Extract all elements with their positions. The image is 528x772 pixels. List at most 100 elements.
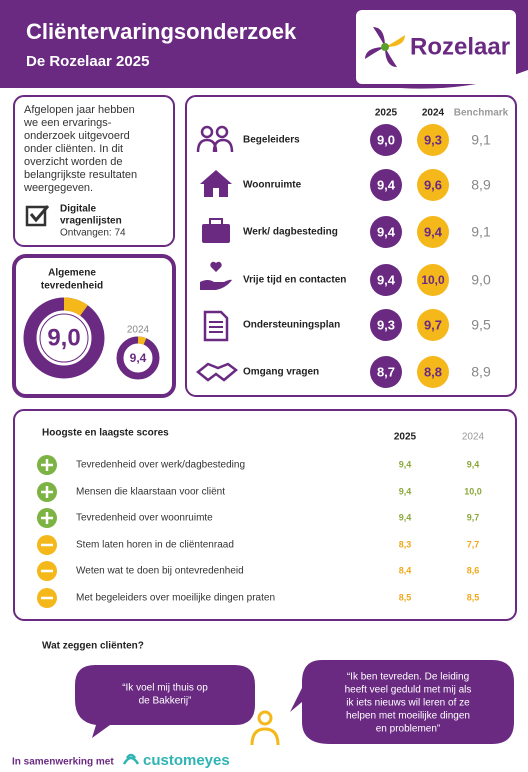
quote-line: “Ik ben tevreden. De leiding bbox=[347, 672, 469, 683]
hl-2024: 9,7 bbox=[467, 512, 480, 522]
score-2024: 9,3 bbox=[424, 132, 442, 147]
hl-label: Mensen die klaarstaan voor cliënt bbox=[76, 487, 225, 498]
hl-2024: 10,0 bbox=[464, 486, 482, 496]
score-benchmark: 9,1 bbox=[471, 132, 491, 148]
col-header: Benchmark bbox=[454, 108, 509, 119]
badge-2024 bbox=[417, 216, 449, 248]
overall-title: Algemene bbox=[48, 268, 96, 279]
received: Ontvangen: 74 bbox=[60, 228, 126, 239]
subtitle: De Rozelaar 2025 bbox=[26, 53, 149, 70]
logo-text: Rozelaar bbox=[410, 33, 510, 60]
logo-mark bbox=[365, 27, 405, 67]
score-benchmark: 9,1 bbox=[471, 224, 491, 240]
intro-line: Afgelopen jaar hebben bbox=[24, 104, 135, 116]
score-2025: 9,0 bbox=[377, 132, 395, 147]
icon-briefcase bbox=[202, 218, 230, 243]
hl-label: Weten wat te doen bij ontevredenheid bbox=[76, 566, 244, 577]
badge-2025 bbox=[370, 124, 402, 156]
score-row: Begeleiders 9,0 9,3 9,1 bbox=[243, 124, 491, 156]
checkbox-icon bbox=[25, 205, 50, 227]
hl-col-header: 2025 bbox=[394, 432, 417, 443]
hl-row: Stem laten horen in de cliëntenraad 8,3 … bbox=[37, 535, 479, 555]
icon-document bbox=[203, 310, 229, 342]
previous-value: 9,4 bbox=[130, 351, 147, 365]
score-2024: 9,4 bbox=[424, 224, 443, 239]
hl-row: Met begeleiders over moeilijke dingen pr… bbox=[37, 588, 479, 608]
hl-label: Met begeleiders over moeilijke dingen pr… bbox=[76, 593, 275, 604]
method: vragenlijsten bbox=[60, 216, 122, 227]
hl-2025: 8,3 bbox=[399, 539, 412, 549]
score-row: Woonruimte 9,4 9,6 8,9 bbox=[243, 169, 491, 201]
hl-col-header: 2024 bbox=[462, 432, 485, 443]
overall-ring-gap bbox=[63, 297, 88, 316]
score-benchmark: 9,5 bbox=[471, 317, 491, 333]
badge-2024 bbox=[417, 356, 449, 388]
icons bbox=[195, 125, 239, 382]
score-2025: 8,7 bbox=[377, 364, 395, 379]
icon-handshake bbox=[195, 362, 239, 382]
highlow-rows: Tevredenheid over werk/dagbesteding 9,4 … bbox=[37, 455, 482, 608]
score-row: Omgang vragen 8,7 8,8 8,9 bbox=[243, 356, 491, 388]
highlow-title: Hoogste en laagste scores bbox=[42, 428, 169, 439]
score-benchmark: 9,0 bbox=[471, 272, 491, 288]
hl-2025: 9,4 bbox=[399, 486, 412, 496]
score-label: Vrije tijd en contacten bbox=[243, 275, 346, 286]
badge-2024 bbox=[417, 169, 449, 201]
quote-line: “Ik voel mij thuis op bbox=[122, 683, 208, 694]
score-2025: 9,3 bbox=[377, 317, 395, 332]
previous-label: 2024 bbox=[127, 325, 150, 336]
previous-ring-gap bbox=[137, 336, 147, 345]
hl-row: Mensen die klaarstaan voor cliënt 9,4 10… bbox=[37, 482, 482, 502]
quote-line: helpen met moeilijke dingen bbox=[346, 711, 470, 722]
quote-bubble bbox=[290, 660, 514, 744]
badge-2024 bbox=[417, 124, 449, 156]
overall-value: 9,0 bbox=[47, 324, 80, 351]
hl-label: Tevredenheid over werk/dagbesteding bbox=[76, 460, 245, 471]
intro-line: belangrijkste resultaten bbox=[24, 169, 137, 181]
col-header: 2025 bbox=[375, 108, 398, 119]
badge-2025 bbox=[370, 356, 402, 388]
intro-box bbox=[13, 95, 175, 247]
icon-hand-heart bbox=[200, 261, 232, 290]
score-row: Vrije tijd en contacten 9,4 10,0 9,0 bbox=[243, 264, 491, 296]
hl-2024: 9,4 bbox=[467, 459, 480, 469]
hl-2025: 8,5 bbox=[399, 592, 412, 602]
score-benchmark: 8,9 bbox=[471, 177, 491, 193]
score-2024: 8,8 bbox=[424, 364, 442, 379]
quote-line: de Bakkerij” bbox=[139, 696, 192, 707]
hl-2025: 8,4 bbox=[399, 565, 412, 575]
score-rows: Begeleiders 9,0 9,3 9,1 Woonruimte 9,4 9… bbox=[243, 124, 491, 388]
score-2024: 10,0 bbox=[421, 273, 445, 287]
hl-2024: 7,7 bbox=[467, 539, 480, 549]
score-label: Omgang vragen bbox=[243, 367, 319, 378]
customeyes-mark bbox=[122, 753, 140, 765]
intro-line: weergegeven. bbox=[23, 182, 93, 194]
overall-inner bbox=[39, 313, 89, 363]
quote-line: heeft veel geduld met mij als bbox=[345, 685, 472, 696]
intro-line: overzicht worden de bbox=[24, 156, 122, 168]
score-2024: 9,6 bbox=[424, 177, 442, 192]
score-2025: 9,4 bbox=[377, 224, 396, 239]
score-2024: 9,7 bbox=[424, 317, 442, 332]
score-label: Woonruimte bbox=[243, 180, 302, 191]
hl-label: Tevredenheid over woonruimte bbox=[76, 513, 213, 524]
score-2025: 9,4 bbox=[377, 272, 396, 287]
quotes-title: Wat zeggen cliënten? bbox=[42, 641, 144, 652]
badge-2025 bbox=[370, 169, 402, 201]
badge-2025 bbox=[370, 264, 402, 296]
footer-text: In samenwerking met bbox=[12, 757, 114, 768]
badge-2025 bbox=[370, 309, 402, 341]
hl-row: Tevredenheid over woonruimte 9,4 9,7 bbox=[37, 508, 479, 528]
col-header: 2024 bbox=[422, 108, 445, 119]
title: Cliëntervaringsonderzoek bbox=[26, 19, 297, 44]
badge-2024 bbox=[417, 264, 449, 296]
hl-row: Weten wat te doen bij ontevredenheid 8,4… bbox=[37, 561, 479, 581]
badge-2025 bbox=[370, 216, 402, 248]
hl-row: Tevredenheid over werk/dagbesteding 9,4 … bbox=[37, 455, 479, 475]
hl-2024: 8,6 bbox=[467, 565, 480, 575]
score-2025: 9,4 bbox=[377, 177, 396, 192]
intro-line: onderzoek uitgevoerd bbox=[24, 130, 130, 142]
badge-2024 bbox=[417, 309, 449, 341]
hl-2025: 9,4 bbox=[399, 459, 412, 469]
